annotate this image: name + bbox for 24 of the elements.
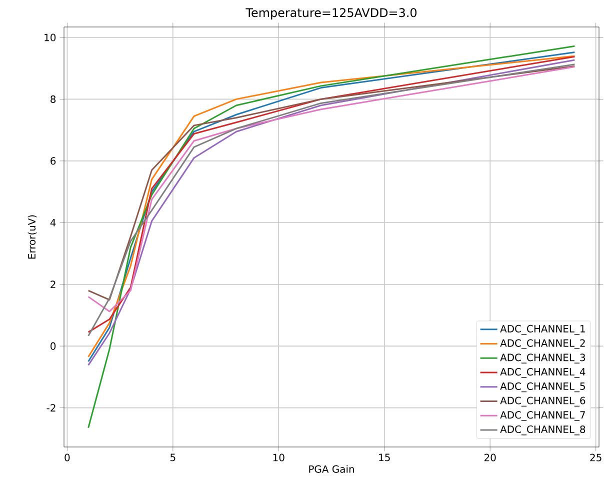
legend-label: ADC_CHANNEL_1 [500,324,585,335]
x-axis-title: PGA Gain [309,465,354,473]
x-tick-label: 20 [484,454,496,462]
x-tick-label: 5 [170,454,176,462]
y-tick-label: 2 [50,280,56,288]
y-tick-label: 8 [50,95,56,103]
y-axis-title: Error(uV) [28,215,37,259]
y-tick-label: 4 [50,219,56,226]
y-tick-label: 6 [50,157,56,165]
x-tick-label: 0 [64,454,70,462]
y-tick-label: -2 [46,404,56,412]
x-tick-label: 15 [379,454,390,462]
y-tick-label: 10 [44,34,56,42]
y-tick-label: 0 [50,342,56,350]
legend-label: ADC_CHANNEL_2 [500,339,585,350]
legend-label: ADC_CHANNEL_7 [500,411,585,421]
legend-label: ADC_CHANNEL_5 [500,382,585,392]
chart-title: Temperature=125AVDD=3.0 [246,8,417,20]
legend-label: ADC_CHANNEL_4 [500,368,586,378]
legend-label: ADC_CHANNEL_6 [500,396,586,407]
legend-label: ADC_CHANNEL_8 [500,426,586,436]
x-tick-label: 25 [590,454,602,462]
x-tick-label: 10 [273,454,284,462]
legend-label: ADC_CHANNEL_3 [500,354,586,364]
